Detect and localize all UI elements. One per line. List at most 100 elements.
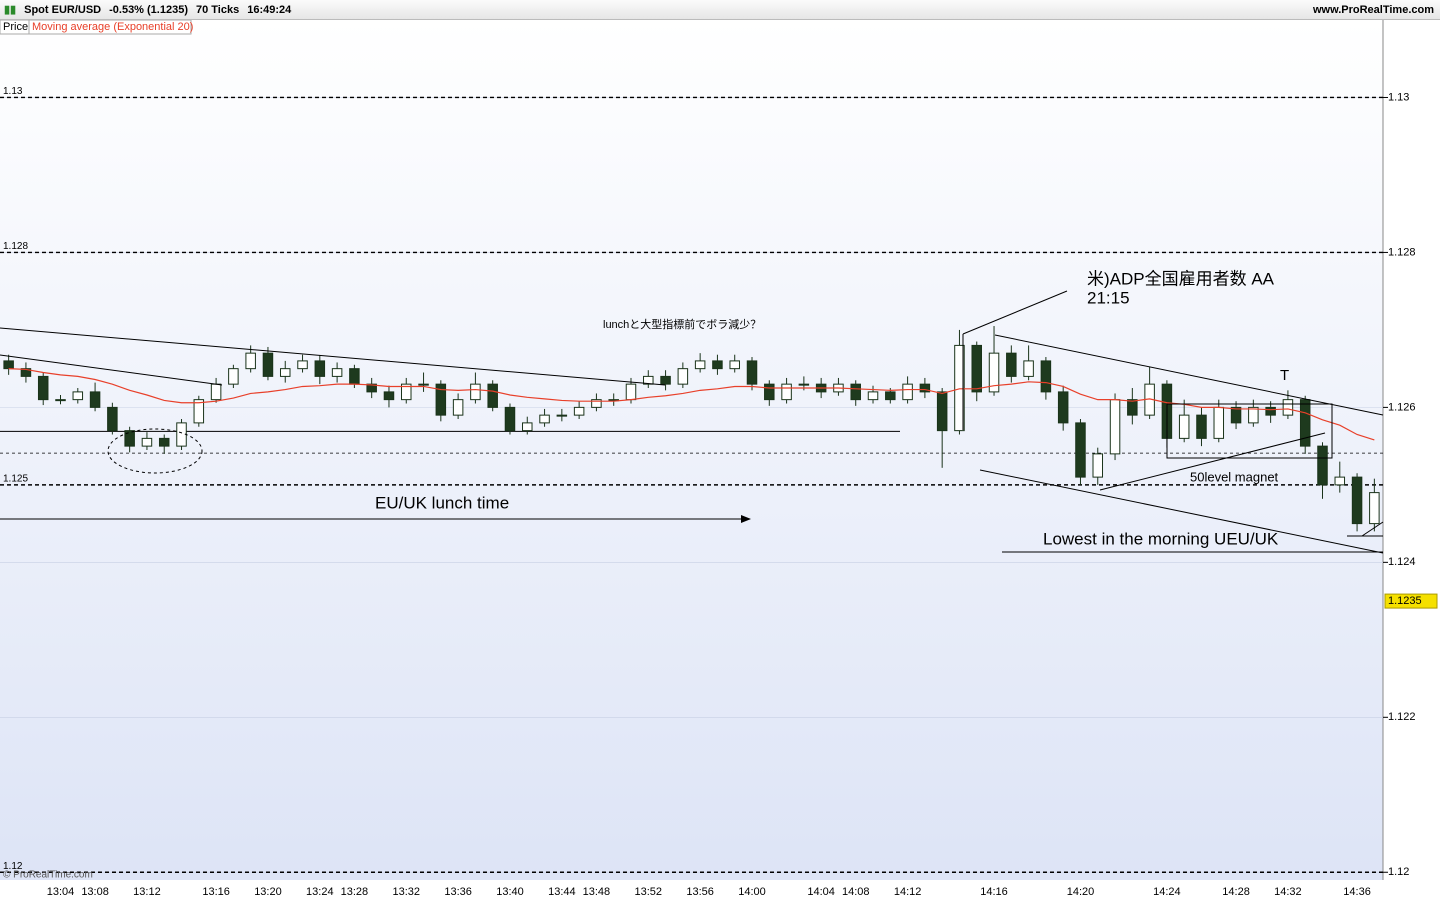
- candle-body: [1006, 352, 1017, 377]
- trend-line: [0, 354, 223, 386]
- x-tick-label: 13:08: [81, 886, 109, 898]
- annotation: 21:15: [1087, 288, 1130, 307]
- candle-body: [1282, 399, 1294, 416]
- candle-body: [1092, 453, 1104, 478]
- last-price-label: 1.1235: [1388, 595, 1422, 607]
- candle-body: [522, 422, 533, 432]
- candle-body: [37, 375, 49, 401]
- x-tick-label: 14:16: [980, 886, 1008, 898]
- candle-body: [1075, 422, 1086, 478]
- y-tick-label: 1.128: [1388, 246, 1416, 258]
- x-tick-label: 13:24: [306, 886, 334, 898]
- x-tick-label: 13:36: [444, 886, 472, 898]
- x-tick-label: 14:20: [1067, 886, 1095, 898]
- candle-body: [1334, 476, 1346, 486]
- candle-body: [1351, 476, 1363, 525]
- chart: Price Moving average (Exponential 20) 米)…: [0, 20, 1440, 900]
- candle-body: [193, 399, 205, 424]
- candle-body: [971, 344, 982, 393]
- x-tick-label: 13:52: [635, 886, 663, 898]
- candle-body: [158, 437, 170, 447]
- candle-body: [124, 430, 135, 447]
- candle-body: [1023, 360, 1034, 377]
- candle-body: [401, 383, 412, 401]
- candle-body: [314, 360, 326, 377]
- annotation: 米)ADP全国雇用者数 AA: [1087, 269, 1275, 288]
- candle-body: [694, 360, 706, 370]
- candle-body: [383, 391, 395, 401]
- pointer: [962, 290, 1068, 335]
- candle-body: [279, 368, 291, 377]
- candle-body: [885, 391, 896, 401]
- candle-body: [504, 406, 516, 432]
- level-label: 1.125: [3, 474, 28, 485]
- x-tick-label: 14:08: [842, 886, 870, 898]
- x-tick-label: 13:56: [686, 886, 714, 898]
- candle-body: [1265, 406, 1276, 416]
- x-tick-label: 13:28: [341, 886, 369, 898]
- candle-body: [3, 360, 14, 370]
- candle-body: [228, 368, 239, 385]
- candle-body: [1196, 414, 1207, 439]
- candle-body: [20, 368, 32, 377]
- candle-body: [1230, 406, 1242, 424]
- annotation: EU/UK lunch time: [375, 493, 509, 512]
- candle-body: [418, 383, 429, 386]
- candle-body: [1040, 360, 1052, 393]
- candle-body: [89, 391, 101, 408]
- candle-body: [591, 399, 602, 408]
- candle-body: [556, 414, 568, 417]
- x-tick-label: 13:32: [392, 886, 420, 898]
- x-tick-label: 14:36: [1343, 886, 1371, 898]
- candle-body: [1299, 399, 1311, 447]
- trend-line: [1361, 521, 1384, 537]
- copyright: © ProRealTime.com: [3, 870, 93, 881]
- candle-body: [262, 352, 274, 377]
- axis-bg: [1383, 20, 1440, 900]
- candle-body: [245, 352, 256, 370]
- candle-body: [176, 422, 187, 447]
- x-tick-label: 14:12: [894, 886, 922, 898]
- x-tick-label: 13:40: [496, 886, 524, 898]
- x-tick-label: 14:32: [1274, 886, 1302, 898]
- change: -0.53% (1.1235): [109, 3, 188, 16]
- candle-body: [660, 375, 671, 385]
- annotation: 50level magnet: [1190, 469, 1279, 484]
- candle-body: [539, 414, 550, 424]
- legend-price: Price: [3, 21, 28, 33]
- candle-body: [988, 352, 1000, 393]
- candle-body: [366, 383, 377, 393]
- x-tick-label: 13:48: [583, 886, 611, 898]
- clock: 16:49:24: [247, 3, 292, 16]
- plot-bg: [0, 20, 1383, 880]
- symbol: Spot EUR/USD: [24, 3, 102, 16]
- candle-body: [435, 383, 447, 416]
- x-tick-label: 13:44: [548, 886, 576, 898]
- drawings: [0, 290, 1384, 554]
- candle-body: [1317, 445, 1328, 486]
- icon: ▮▮: [4, 4, 17, 16]
- x-tick-label: 13:04: [47, 886, 75, 898]
- candle-body: [1178, 414, 1190, 439]
- level-label: 1.12: [3, 861, 23, 872]
- candle-body: [902, 383, 913, 401]
- channel-line: [979, 469, 1384, 554]
- candle-body: [746, 360, 758, 385]
- level-label: 1.13: [3, 86, 23, 97]
- candle-body: [331, 368, 343, 377]
- level-label: 1.128: [3, 241, 28, 252]
- x-tick-label: 14:04: [807, 886, 835, 898]
- candle-body: [72, 391, 84, 401]
- candle-body: [349, 368, 360, 385]
- candle-body: [867, 391, 879, 401]
- candle-body: [625, 383, 637, 401]
- candle-body: [1109, 399, 1121, 455]
- candle-body: [850, 383, 861, 401]
- x-tick-label: 14:24: [1153, 886, 1181, 898]
- candle-body: [573, 406, 585, 416]
- candle-body: [487, 383, 498, 408]
- y-tick-label: 1.124: [1388, 556, 1416, 568]
- y-tick-label: 1.126: [1388, 401, 1416, 413]
- annotation: T: [1280, 367, 1289, 384]
- candle-body: [919, 383, 931, 393]
